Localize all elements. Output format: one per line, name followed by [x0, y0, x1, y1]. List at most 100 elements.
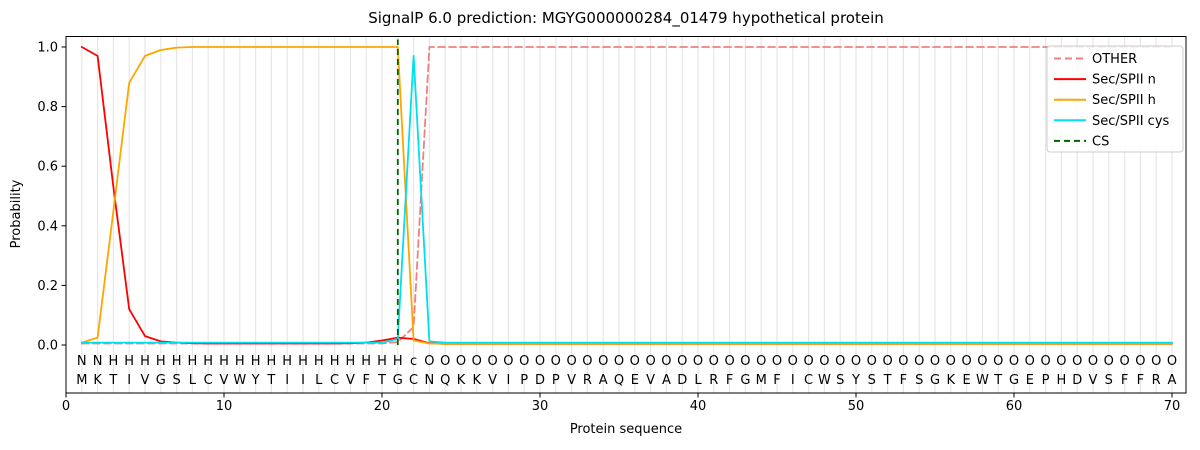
sequence-letter: Q	[614, 373, 624, 388]
sequence-letter: M	[756, 373, 767, 388]
region-label-letter: O	[709, 354, 719, 369]
region-label-letter: N	[93, 354, 103, 369]
legend: OTHER Sec/SPII n Sec/SPII h Sec/SPII cys CS	[1046, 45, 1184, 153]
line-sec-spii-n	[80, 46, 1173, 345]
region-label-letter: O	[582, 354, 592, 369]
sequence-letter: Q	[440, 373, 450, 388]
region-label-letter: O	[1151, 354, 1161, 369]
region-label-letter: O	[677, 354, 687, 369]
sequence-letter: S	[172, 373, 180, 388]
sequence-letter: I	[301, 373, 305, 388]
region-label-letter: O	[598, 354, 608, 369]
sequence-letter: K	[457, 373, 466, 388]
sequence-letter: V	[646, 373, 655, 388]
region-label-letter: O	[487, 354, 497, 369]
sequence-letter: L	[315, 373, 323, 388]
region-label-letter: H	[298, 354, 308, 369]
sequence-letter: V	[346, 373, 355, 388]
sequence-letter: F	[726, 373, 733, 388]
region-label-letter: O	[803, 354, 813, 369]
sequence-letter: C	[330, 373, 339, 388]
legend-label: Sec/SPII n	[1092, 73, 1156, 88]
region-label-letter: O	[1072, 354, 1082, 369]
region-label-letter: H	[235, 354, 245, 369]
region-label-letter: H	[156, 354, 166, 369]
axis-ticks: 0 10 20 30 40 50 60 70 0.0 0.2 0.4 0.6 0.8 1.0	[37, 41, 1180, 415]
sequence-letter: T	[993, 373, 1002, 388]
region-label-letter: O	[424, 354, 434, 369]
residue-annotation-rows: NMNKHTHIHVHGHSHLHCHVHWHYHTHIHIHLHCHVHFHT…	[76, 354, 1177, 388]
x-tick-label: 20	[374, 399, 391, 414]
region-label-letter: O	[456, 354, 466, 369]
sequence-letter: T	[108, 373, 117, 388]
sequence-letter: R	[1152, 373, 1161, 388]
chart-title: SignalP 6.0 prediction: MGYG000000284_01…	[368, 9, 884, 28]
region-label-letter: O	[551, 354, 561, 369]
region-label-letter: O	[1056, 354, 1066, 369]
x-tick-label: 10	[216, 399, 233, 414]
sequence-letter: G	[156, 373, 166, 388]
region-label-letter: O	[851, 354, 861, 369]
region-label-letter: H	[203, 354, 213, 369]
region-label-letter: O	[724, 354, 734, 369]
region-label-letter: O	[819, 354, 829, 369]
sequence-letter: G	[393, 373, 403, 388]
sequence-letter: P	[520, 373, 528, 388]
sequence-letter: E	[962, 373, 970, 388]
region-label-letter: O	[1104, 354, 1114, 369]
region-label-letter: H	[361, 354, 371, 369]
region-label-letter: O	[1135, 354, 1145, 369]
sequence-letter: A	[1168, 373, 1177, 388]
x-tick-label: 60	[1006, 399, 1023, 414]
region-label-letter: O	[645, 354, 655, 369]
region-label-letter: O	[882, 354, 892, 369]
x-tick-label: 70	[1164, 399, 1181, 414]
sequence-letter: D	[1072, 373, 1082, 388]
region-label-letter: H	[282, 354, 292, 369]
probability-series	[80, 39, 1173, 345]
sequence-letter: V	[567, 373, 576, 388]
region-label-letter: O	[1025, 354, 1035, 369]
region-label-letter: N	[77, 354, 87, 369]
sequence-letter: I	[285, 373, 289, 388]
sequence-letter: H	[1057, 373, 1067, 388]
region-label-letter: O	[930, 354, 940, 369]
sequence-letter: G	[740, 373, 750, 388]
sequence-letter: D	[535, 373, 545, 388]
x-tick-label: 50	[848, 399, 865, 414]
region-label-letter: O	[1119, 354, 1129, 369]
sequence-letter: A	[662, 373, 671, 388]
sequence-letter: F	[900, 373, 907, 388]
sequence-letter: V	[220, 373, 229, 388]
region-label-letter: O	[977, 354, 987, 369]
y-tick-label: 0.2	[37, 279, 58, 294]
region-label-letter: H	[109, 354, 119, 369]
region-label-letter: H	[251, 354, 261, 369]
region-label-letter: H	[140, 354, 150, 369]
plot-border	[65, 36, 1187, 394]
region-label-letter: O	[867, 354, 877, 369]
region-label-letter: O	[440, 354, 450, 369]
region-label-letter: O	[661, 354, 671, 369]
sequence-letter: P	[1042, 373, 1050, 388]
region-label-letter: O	[503, 354, 513, 369]
sequence-letter: F	[362, 373, 369, 388]
sequence-letter: R	[583, 373, 592, 388]
sequence-letter: R	[709, 373, 718, 388]
sequence-letter: K	[947, 373, 956, 388]
sequence-letter: I	[506, 373, 510, 388]
region-label-letter: O	[693, 354, 703, 369]
region-label-letter: O	[961, 354, 971, 369]
region-label-letter: O	[914, 354, 924, 369]
sequence-letter: L	[694, 373, 702, 388]
sequence-letter: T	[377, 373, 386, 388]
region-label-letter: O	[535, 354, 545, 369]
sequence-letter: G	[930, 373, 940, 388]
sequence-letter: W	[976, 373, 989, 388]
region-label-letter: O	[519, 354, 529, 369]
sequence-letter: S	[915, 373, 923, 388]
region-label-letter: H	[314, 354, 324, 369]
sequence-letter: K	[93, 373, 102, 388]
